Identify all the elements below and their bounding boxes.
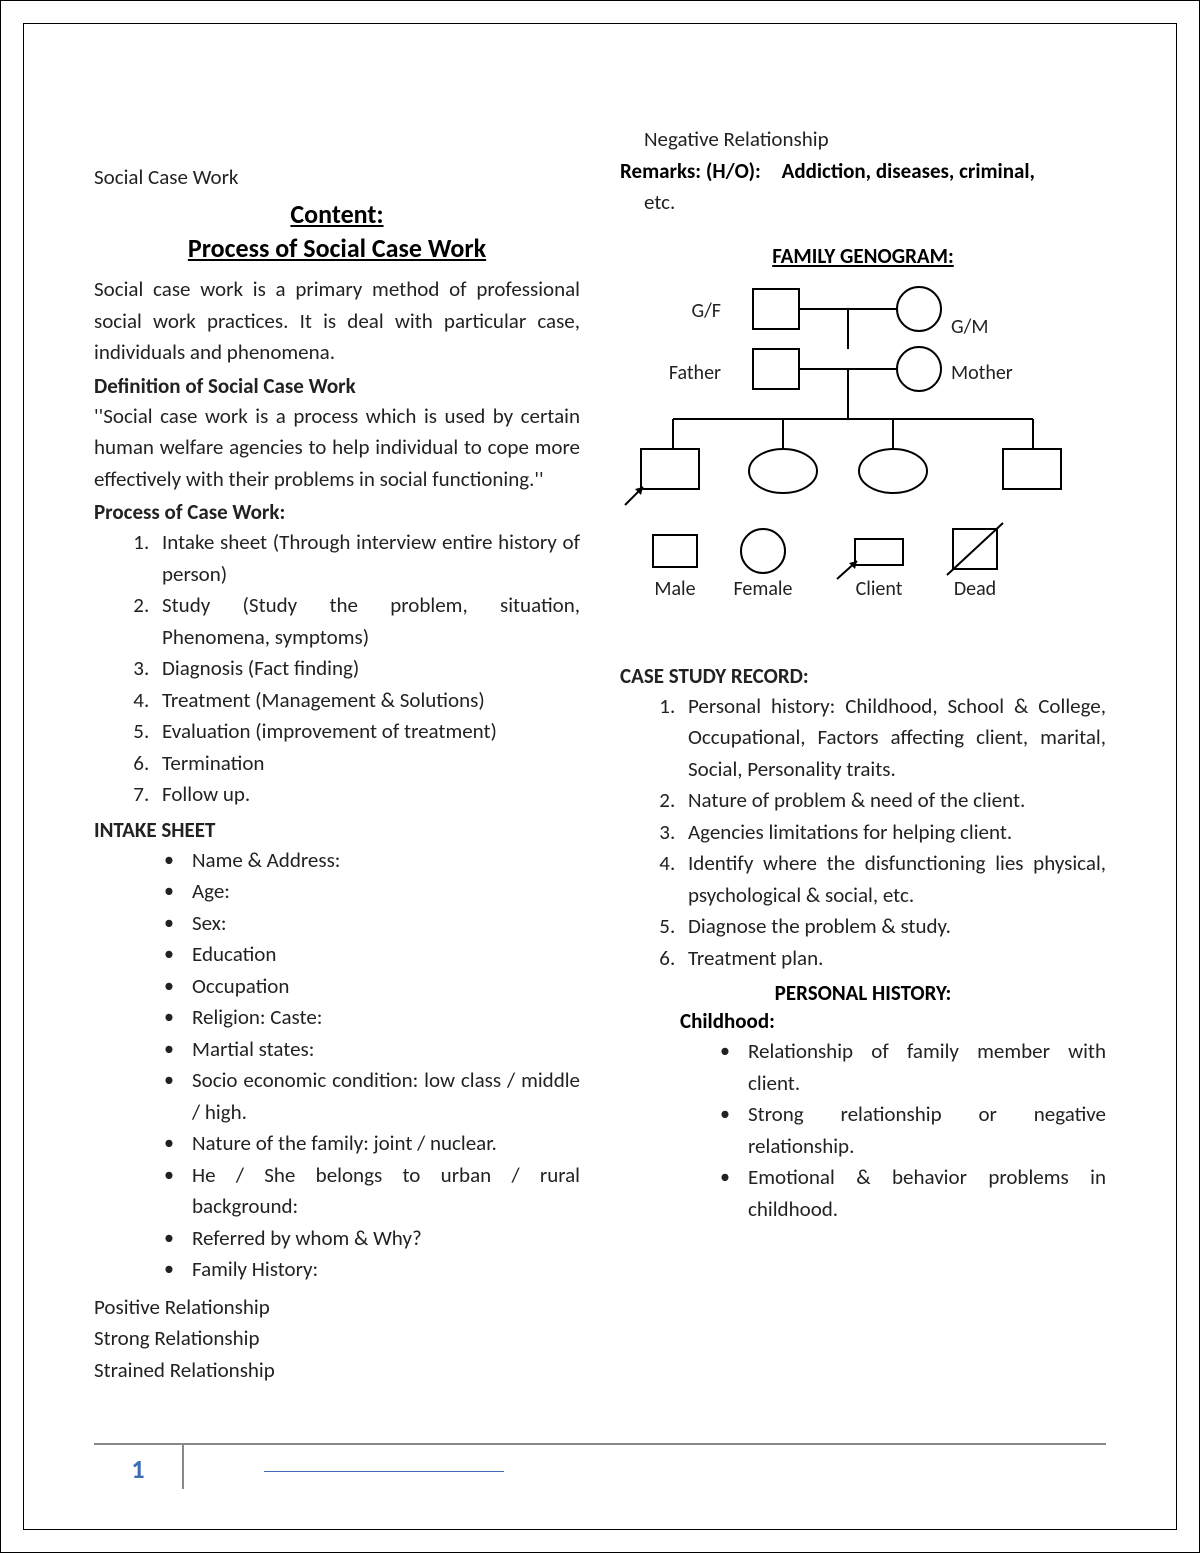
list-item: Religion: Caste:	[164, 1002, 580, 1034]
list-item: Intake sheet (Through interview entire h…	[154, 527, 580, 590]
list-item: Treatment plan.	[680, 943, 1106, 975]
list-item: Sex:	[164, 908, 580, 940]
list-item: Strong relationship or negative relation…	[720, 1099, 1106, 1162]
right-column: Negative Relationship Remarks: (H/O): Ad…	[620, 124, 1106, 1386]
list-item: Termination	[154, 748, 580, 780]
label-gf: G/F	[691, 299, 721, 323]
relationship-line: Strained Relationship	[94, 1355, 580, 1387]
list-item: Family History:	[164, 1254, 580, 1286]
list-item: He / She belongs to urban / rural backgr…	[164, 1160, 580, 1223]
left-column: Social Case Work Content: Process of Soc…	[94, 124, 580, 1386]
intake-sheet-heading: INTAKE SHEET	[94, 817, 580, 843]
list-item: Evaluation (improvement of treatment)	[154, 716, 580, 748]
relationship-line: Strong Relationship	[94, 1323, 580, 1355]
list-item: Relationship of family member with clien…	[720, 1036, 1106, 1099]
relationship-line: Positive Relationship	[94, 1292, 580, 1324]
intro-paragraph: Social case work is a primary method of …	[94, 274, 580, 369]
title-content: Content:	[94, 198, 580, 230]
legend-dead: Dead	[954, 577, 996, 601]
childhood-heading: Childhood:	[680, 1008, 1106, 1034]
page-number: 1	[94, 1445, 184, 1489]
subtitle-process: Process of Social Case Work	[94, 232, 580, 264]
list-item: Study (Study the problem, situation, Phe…	[154, 590, 580, 653]
page: Social Case Work Content: Process of Soc…	[0, 0, 1200, 1553]
list-item: Socio economic condition: low class / mi…	[164, 1065, 580, 1128]
footer-bar: 1	[94, 1443, 1106, 1489]
list-item: Referred by whom & Why?	[164, 1223, 580, 1255]
legend-female: Female	[734, 577, 793, 601]
list-item: Nature of the family: joint / nuclear.	[164, 1128, 580, 1160]
case-study-heading: CASE STUDY RECORD:	[620, 663, 1106, 689]
header-line: Social Case Work	[94, 164, 580, 190]
process-heading: Process of Case Work:	[94, 499, 580, 525]
page-inner-frame: Social Case Work Content: Process of Soc…	[23, 23, 1177, 1530]
definition-paragraph: ''Social case work is a process which is…	[94, 401, 580, 496]
list-item: Personal history: Childhood, School & Co…	[680, 691, 1106, 786]
negative-relationship-line: Negative Relationship	[644, 124, 829, 156]
list-item: Treatment (Management & Solutions)	[154, 685, 580, 717]
process-list: Intake sheet (Through interview entire h…	[94, 527, 580, 811]
remarks-etc: etc.	[644, 187, 675, 219]
legend-client: Client	[856, 577, 903, 601]
list-item: Identify where the disfunctioning lies p…	[680, 848, 1106, 911]
list-item: Follow up.	[154, 779, 580, 811]
case-study-list: Personal history: Childhood, School & Co…	[620, 691, 1106, 975]
list-item: Agencies limitations for helping client.	[680, 817, 1106, 849]
label-father: Father	[669, 361, 721, 385]
list-item: Occupation	[164, 971, 580, 1003]
list-item: Age:	[164, 876, 580, 908]
footer-underline	[264, 1458, 504, 1472]
list-item: Diagnosis (Fact finding)	[154, 653, 580, 685]
list-item: Martial states:	[164, 1034, 580, 1066]
relationship-lines: Positive Relationship Strong Relationshi…	[94, 1292, 580, 1387]
two-column-layout: Social Case Work Content: Process of Soc…	[94, 124, 1106, 1386]
genogram-title: FAMILY GENOGRAM:	[620, 243, 1106, 269]
definition-heading: Definition of Social Case Work	[94, 373, 580, 399]
list-item: Nature of problem & need of the client.	[680, 785, 1106, 817]
label-gm: G/M	[951, 315, 988, 339]
intake-list: Name & Address: Age: Sex: Education Occu…	[164, 845, 580, 1286]
remarks-text: Addiction, diseases, criminal,	[782, 158, 1035, 184]
genogram-diagram: G/F G/M Father Mother	[620, 279, 1106, 619]
list-item: Name & Address:	[164, 845, 580, 877]
legend-male: Male	[654, 577, 695, 601]
label-mother: Mother	[951, 361, 1013, 385]
list-item: Education	[164, 939, 580, 971]
footer-link-area	[184, 1458, 1106, 1477]
list-item: Diagnose the problem & study.	[680, 911, 1106, 943]
genogram-svg: G/F G/M Father Mother	[620, 279, 1106, 619]
personal-history-heading: PERSONAL HISTORY:	[620, 980, 1106, 1006]
remarks-label: Remarks: (H/O):	[620, 158, 761, 184]
childhood-list: Relationship of family member with clien…	[720, 1036, 1106, 1225]
remarks-line: Remarks: (H/O): Addiction, diseases, cri…	[620, 156, 1106, 188]
list-item: Emotional & behavior problems in childho…	[720, 1162, 1106, 1225]
